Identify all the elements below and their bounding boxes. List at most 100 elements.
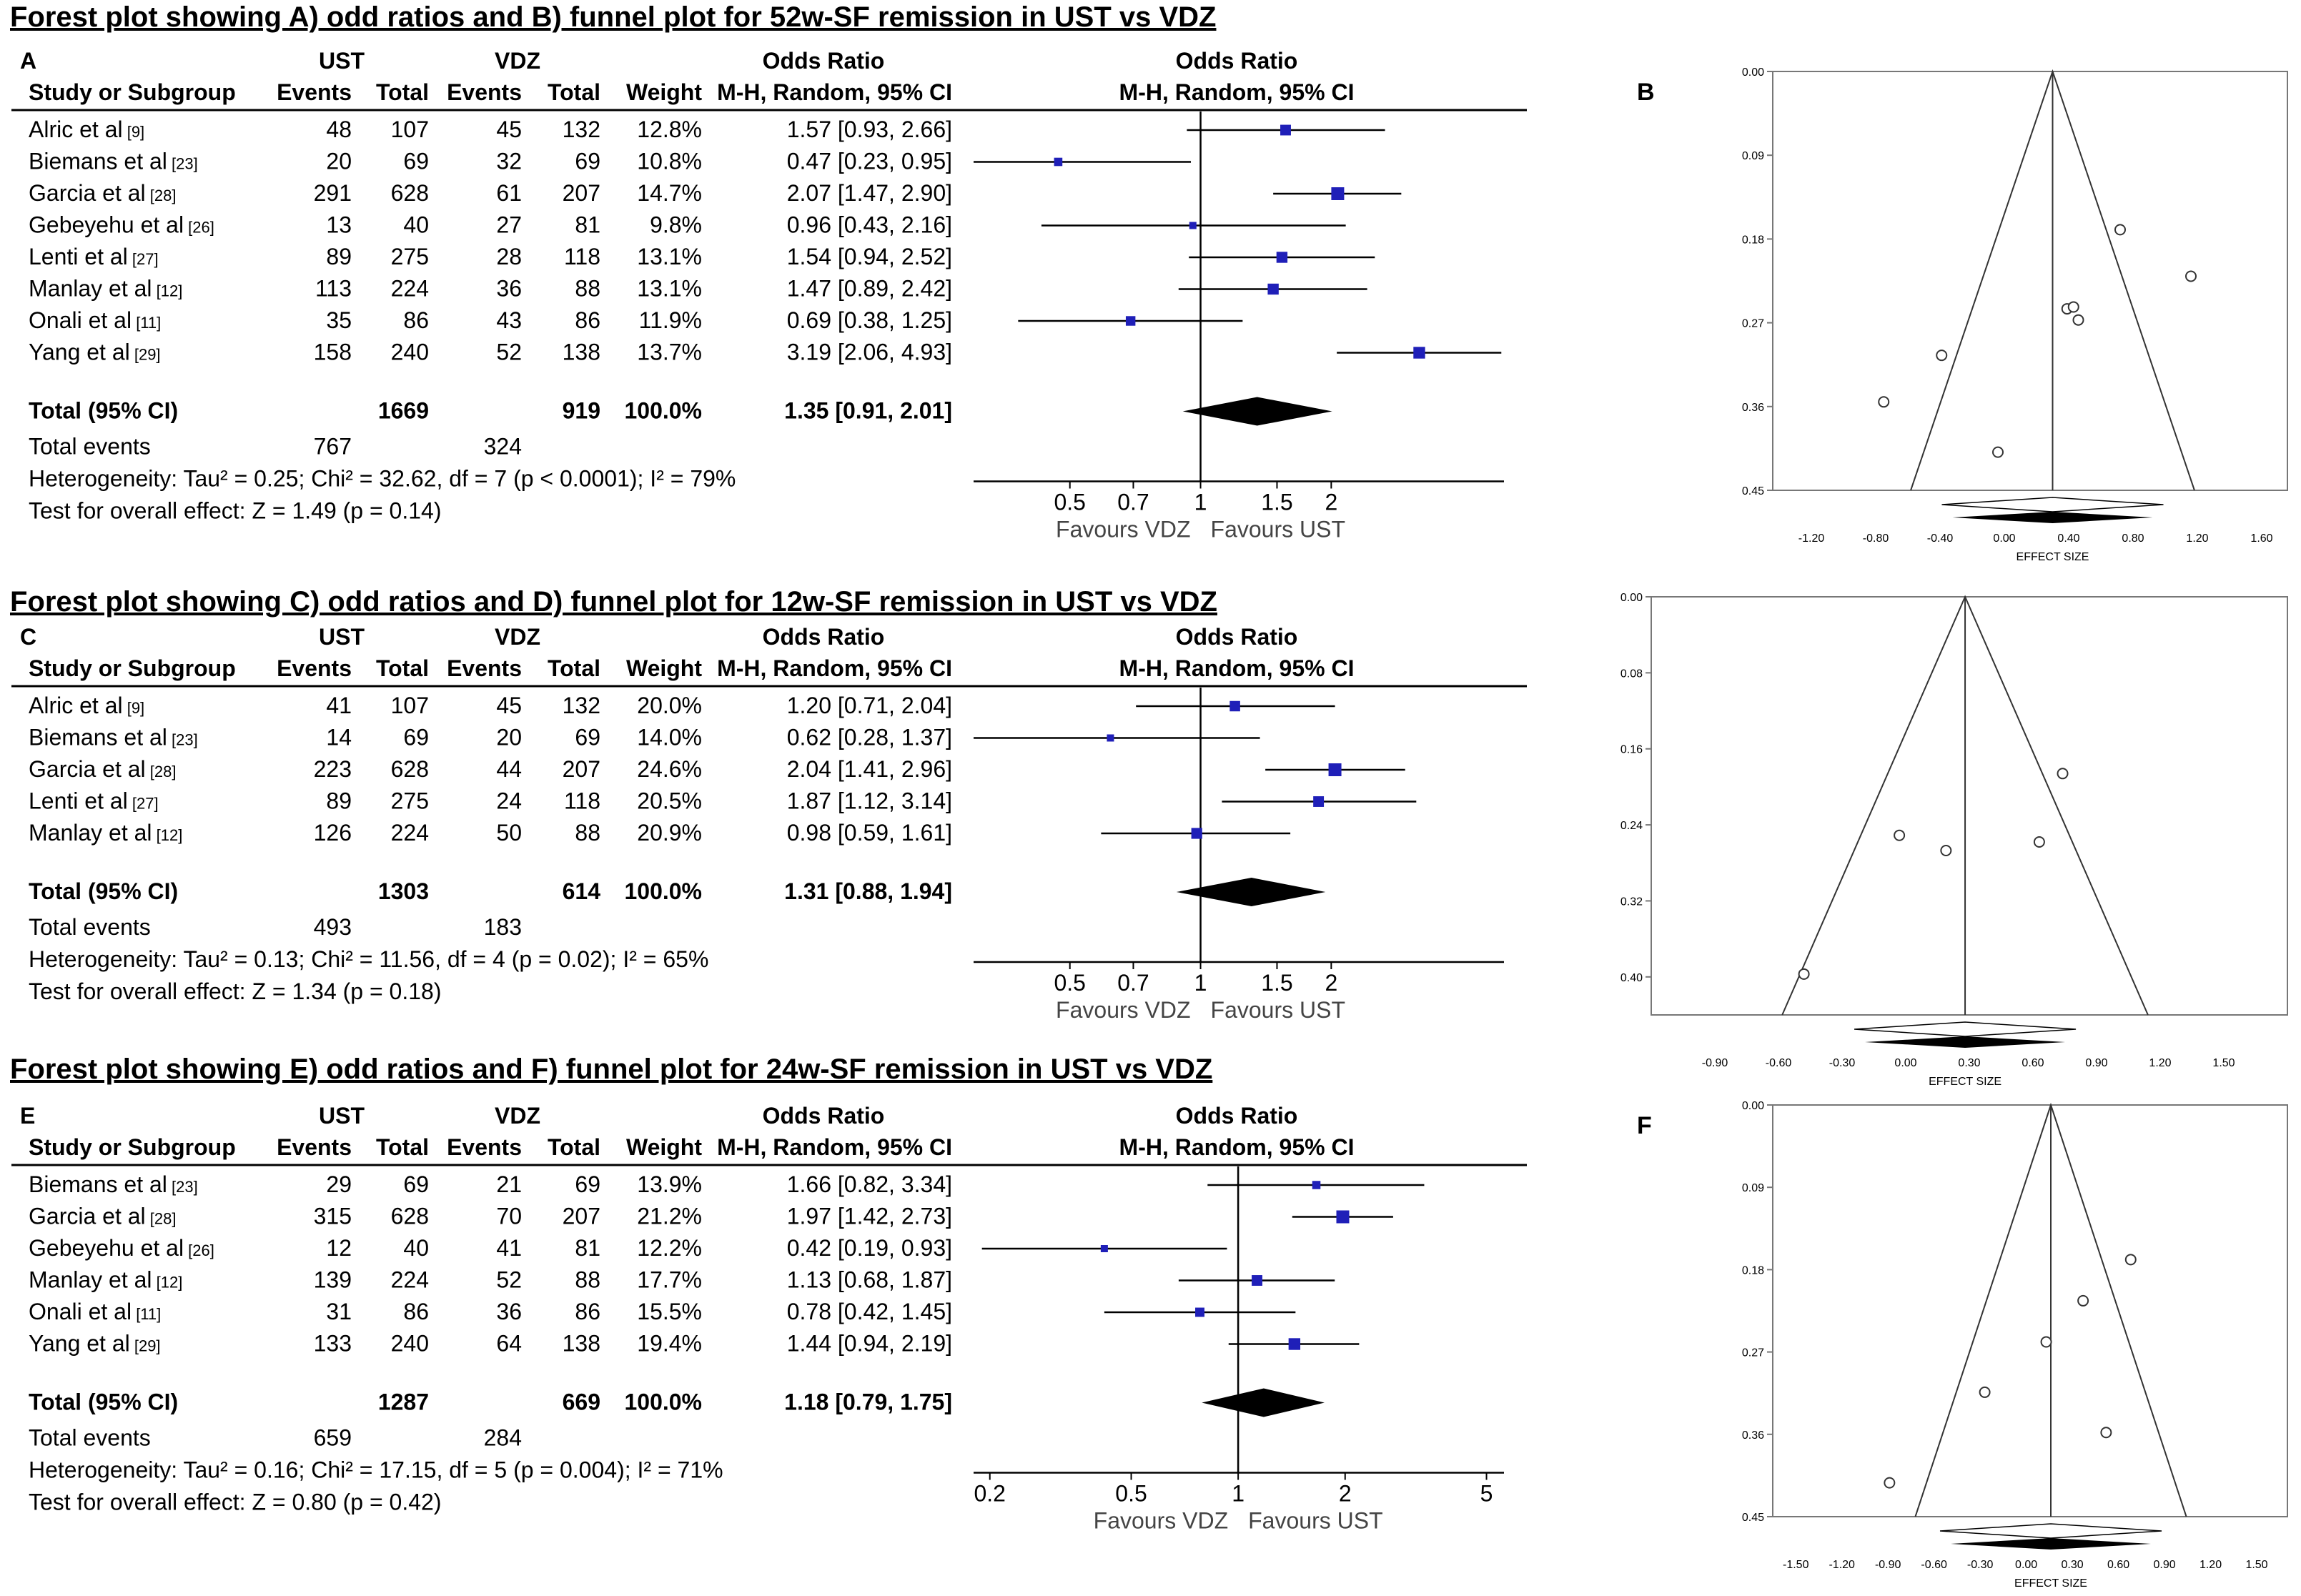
ust-events: 12 xyxy=(326,1235,352,1261)
y-tick-label: 0.45 xyxy=(1742,1512,1764,1524)
total-events-ust: 767 xyxy=(314,434,352,460)
x-tick-label: 1.20 xyxy=(2149,1057,2171,1069)
ust-events: 48 xyxy=(326,117,352,142)
panel-label: A xyxy=(20,48,36,74)
vdz-total: 81 xyxy=(575,212,600,238)
ust-events: 89 xyxy=(326,788,352,814)
header-ust-events: Events xyxy=(277,655,352,681)
plot-frame xyxy=(1772,71,2288,491)
odds-ratio-ci: 0.42 [0.19, 0.93] xyxy=(787,1235,952,1261)
vdz-total: 69 xyxy=(575,725,600,750)
ust-total: 40 xyxy=(403,212,429,238)
summary-diamond-open xyxy=(1854,1021,2077,1037)
study-name-text: Alric et al xyxy=(29,693,123,718)
x-tick-label: 5 xyxy=(1480,1481,1493,1507)
study-point xyxy=(1936,350,1948,362)
vdz-events: 41 xyxy=(496,1235,522,1261)
x-tick-label: 1 xyxy=(1194,970,1207,996)
effect-square xyxy=(1229,700,1240,712)
total-weight: 100.0% xyxy=(624,1389,702,1415)
study-name: Biemans et al [23] xyxy=(29,1171,198,1197)
study-point xyxy=(1894,829,1906,841)
header-odds-ratio-left: Odds Ratio xyxy=(763,1103,885,1129)
x-tick-label: -0.60 xyxy=(1766,1057,1792,1069)
ust-total: 107 xyxy=(391,117,429,142)
total-events-vdz: 183 xyxy=(484,914,522,940)
x-tick-label: 0.90 xyxy=(2085,1057,2107,1069)
ust-events: 13 xyxy=(326,212,352,238)
study-name: Biemans et al [23] xyxy=(29,725,198,750)
total-vdz: 669 xyxy=(563,1389,600,1415)
effect-square xyxy=(1267,283,1279,295)
study-point xyxy=(2040,1336,2052,1348)
header-vdz-total: Total xyxy=(548,1134,600,1160)
x-axis-label: EFFECT SIZE xyxy=(2017,551,2089,563)
x-tick-label: 0.7 xyxy=(1117,490,1149,515)
ust-total: 69 xyxy=(403,149,429,174)
study-point xyxy=(2067,301,2079,313)
study-row: Alric et al [9] 48 107 45 132 12.8% 1.57 [0.93… xyxy=(29,117,1385,142)
weight: 12.2% xyxy=(637,1235,702,1261)
study-row: Onali et al [11] 31 86 36 86 15.5% 0.78 [0.42,… xyxy=(29,1299,1296,1324)
weight: 14.7% xyxy=(637,180,702,206)
study-ref: [23] xyxy=(167,731,198,749)
x-tick-label: 0.7 xyxy=(1117,970,1149,996)
y-tick-label: 0.36 xyxy=(1742,402,1764,414)
total-events-ust: 659 xyxy=(314,1425,352,1451)
total-or: 1.31 [0.88, 1.94] xyxy=(784,878,952,904)
summary-diamond-open xyxy=(1939,1523,2162,1539)
favours-ust: Favours UST xyxy=(1248,1508,1382,1534)
header-mh-plot: M-H, Random, 95% CI xyxy=(1119,79,1355,105)
vdz-total: 207 xyxy=(563,180,600,206)
total-events-label: Total events xyxy=(29,434,151,460)
study-row: Yang et al [29] 158 240 52 138 13.7% 3.19 [2.0… xyxy=(29,339,1502,365)
overall-effect-text: Test for overall effect: Z = 1.49 (p = 0… xyxy=(29,498,441,524)
vdz-total: 69 xyxy=(575,149,600,174)
study-name-text: Alric et al xyxy=(29,117,123,142)
favours-ust: Favours UST xyxy=(1211,517,1345,542)
funnel-plot-f: F 0.00 0.09 0.18 0.27 0.36 0.45 -1.50 -1.20 -0.90… xyxy=(1637,1100,2288,1590)
study-point xyxy=(1878,396,1890,408)
study-point xyxy=(2033,836,2045,848)
weight: 20.9% xyxy=(637,820,702,846)
study-name: Alric et al [9] xyxy=(29,693,144,718)
odds-ratio-ci: 1.44 [0.94, 2.19] xyxy=(787,1331,952,1357)
study-point xyxy=(2100,1427,2112,1439)
weight: 11.9% xyxy=(639,307,702,333)
ust-events: 315 xyxy=(314,1204,352,1229)
y-tick-label: 0.00 xyxy=(1742,1100,1764,1112)
header-study: Study or Subgroup xyxy=(29,1134,236,1160)
vdz-total: 86 xyxy=(575,1299,600,1324)
ust-total: 224 xyxy=(391,1267,429,1293)
panel-label: E xyxy=(20,1103,35,1129)
ust-events: 35 xyxy=(326,307,352,333)
x-tick-label: 1 xyxy=(1194,490,1207,515)
study-row: Gebeyehu et al [26] 13 40 27 81 9.8% 0.96 [0.4… xyxy=(29,212,1346,238)
odds-ratio-ci: 1.97 [1.42, 2.73] xyxy=(787,1204,952,1229)
study-ref: [9] xyxy=(123,123,145,141)
summary-diamond-filled xyxy=(1951,1538,2152,1550)
x-tick-label: 1.50 xyxy=(2245,1559,2267,1571)
x-tick-label: 0.40 xyxy=(2057,532,2079,545)
vdz-events: 44 xyxy=(496,756,522,782)
vdz-events: 36 xyxy=(496,276,522,302)
x-tick-label: -0.60 xyxy=(1921,1559,1947,1571)
y-tick-label: 0.36 xyxy=(1742,1429,1764,1442)
header-odds-ratio-left: Odds Ratio xyxy=(763,624,885,650)
header-vdz: VDZ xyxy=(495,624,540,650)
header-odds-ratio-right: Odds Ratio xyxy=(1176,1103,1298,1129)
study-ref: [11] xyxy=(132,314,161,332)
vdz-total: 138 xyxy=(563,1331,600,1357)
y-tick-label: 0.18 xyxy=(1742,234,1764,246)
ust-total: 628 xyxy=(391,1204,429,1229)
odds-ratio-ci: 0.96 [0.43, 2.16] xyxy=(787,212,952,238)
total-ust: 1303 xyxy=(378,878,429,904)
vdz-total: 207 xyxy=(563,1204,600,1229)
ust-events: 126 xyxy=(314,820,352,846)
x-tick-label: 2 xyxy=(1325,970,1337,996)
x-tick-label: 0.80 xyxy=(2122,532,2144,545)
study-name: Garcia et al [28] xyxy=(29,1204,176,1229)
total-events-vdz: 324 xyxy=(484,434,522,460)
x-tick-label: 2 xyxy=(1325,490,1337,515)
heterogeneity-text: Heterogeneity: Tau² = 0.25; Chi² = 32.62… xyxy=(29,466,736,492)
